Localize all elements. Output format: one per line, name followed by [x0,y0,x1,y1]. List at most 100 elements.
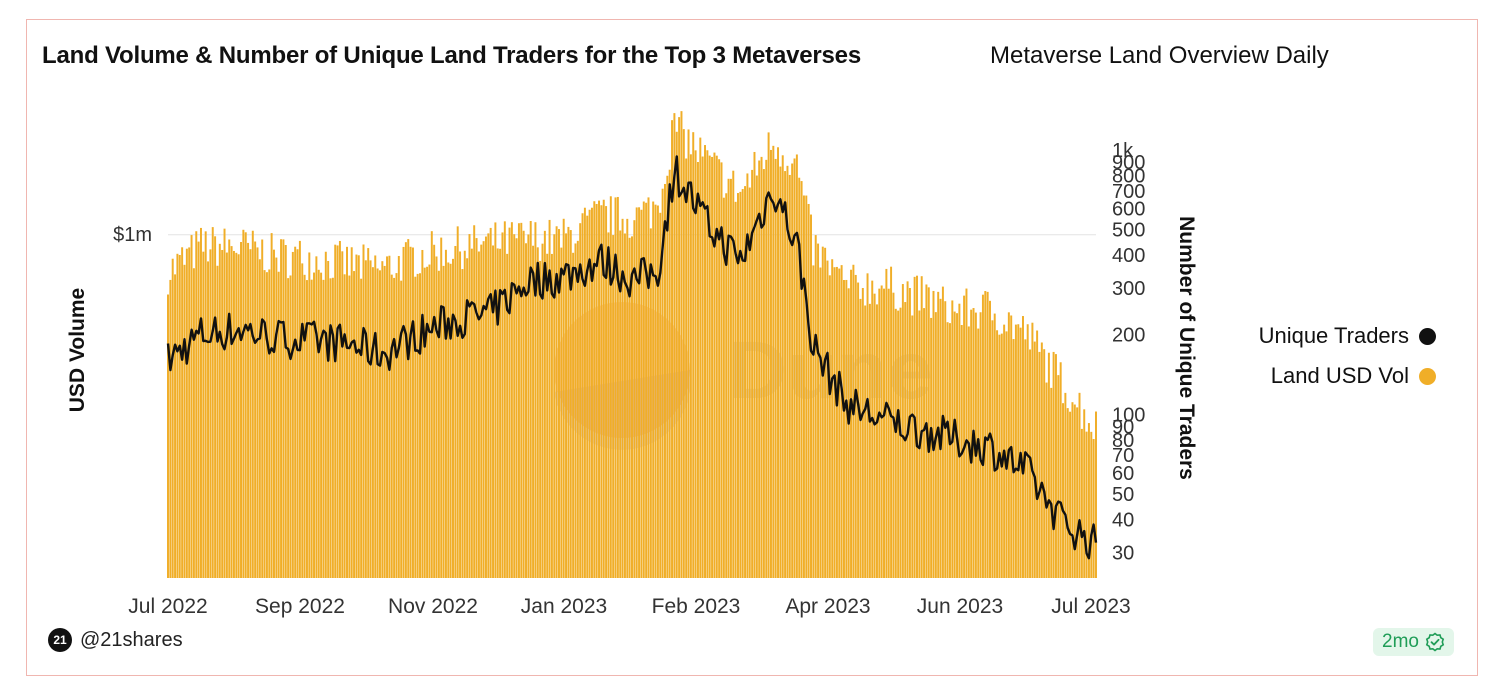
bar [1033,341,1036,578]
bar [1087,423,1090,578]
bar [468,234,471,578]
bar [880,285,883,578]
bar [786,165,789,578]
bar [845,279,848,578]
bar [237,254,240,579]
bar [847,288,850,578]
bar [1092,439,1095,578]
bar [574,243,577,578]
bar [1066,408,1069,578]
bar [223,228,226,578]
bar [605,206,608,578]
bar [411,247,414,578]
bar [560,247,563,579]
bar [494,222,497,579]
bar [484,236,487,578]
bar [984,291,987,578]
bar [1036,330,1039,578]
x-tick-label: Apr 2023 [785,595,870,618]
legend-swatch-bar [1419,367,1436,385]
bar [817,243,820,578]
author[interactable]: 21 @21shares [48,628,183,652]
y-right-tick-label: 40 [1112,509,1134,531]
bar [927,287,930,578]
bar [692,132,695,579]
bar [522,230,525,578]
bar [593,201,596,578]
bar [341,251,344,578]
bar [501,232,504,578]
bar [576,240,579,578]
x-tick-label: Jan 2023 [521,595,607,618]
bar [609,196,612,578]
bar [369,260,372,578]
bar [532,245,535,579]
bar [996,330,999,578]
bar [890,266,893,578]
bar [195,231,198,579]
age-text: 2mo [1382,631,1419,652]
bar [378,270,381,578]
bar [444,249,447,578]
bar [1080,428,1083,578]
bar [661,188,664,578]
bar [447,262,450,578]
legend-item-unique-traders[interactable]: Unique Traders [1259,316,1436,356]
bar [793,158,796,578]
bar [265,272,268,578]
bar [920,276,923,578]
bar [656,205,659,578]
bar [440,237,443,578]
bar [513,234,516,578]
bar [534,222,537,578]
bar [892,292,895,578]
bar [1057,375,1060,578]
bar [701,156,704,578]
bar [558,229,560,578]
bar [1076,407,1079,578]
bar [623,233,626,579]
bar [663,183,666,578]
bar-series [167,111,1097,579]
y-right-tick-label: 30 [1112,542,1134,564]
bar [510,222,513,578]
bar [364,260,367,578]
bar [477,251,480,578]
bar [979,312,982,578]
bar [294,246,297,578]
bar [284,245,287,578]
bar [508,227,511,578]
bar [1073,404,1076,578]
bar [1083,409,1086,578]
bar [228,239,231,578]
bar [838,268,841,578]
bar [367,248,370,578]
bar [376,268,379,578]
bar [338,240,341,578]
bar [986,291,989,578]
bar [235,252,238,578]
bar [588,209,591,578]
bar [548,219,551,578]
bar [635,207,638,578]
legend-item-land-usd-vol[interactable]: Land USD Vol [1259,356,1436,396]
bar [305,280,308,578]
bar [840,265,843,578]
bar [496,248,499,579]
bar [430,231,433,579]
bar [791,163,794,578]
bar [833,267,836,578]
bar [1014,324,1017,578]
bar [242,229,245,578]
bar [706,150,709,578]
bar [258,259,261,578]
bar [386,256,389,578]
bar [1078,392,1081,578]
bar [871,280,874,578]
bar [720,162,723,578]
bar [885,268,888,578]
bar [842,280,845,578]
bar [828,275,831,578]
bar [188,247,191,579]
bar [668,169,671,578]
